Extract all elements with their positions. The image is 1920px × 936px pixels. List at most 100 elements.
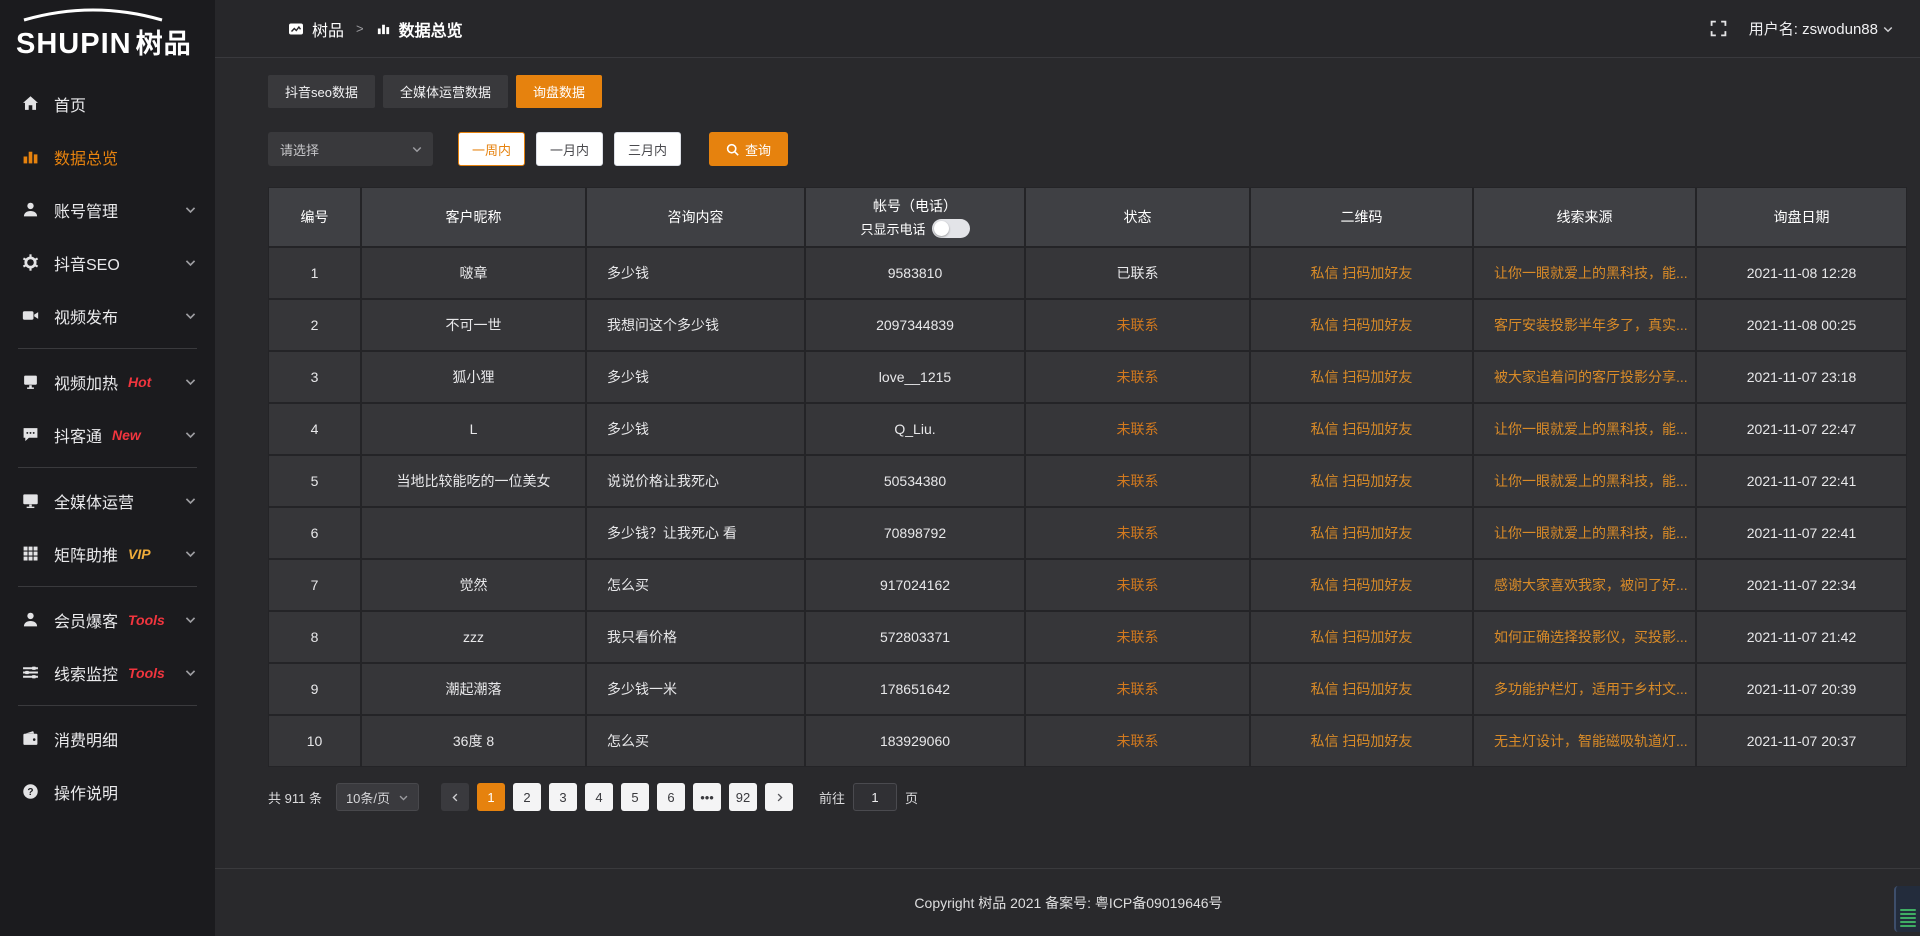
col-header-no: 编号	[269, 188, 360, 246]
prev-page-button[interactable]	[441, 783, 470, 811]
cell-source[interactable]: 让你一眼就爱上的黑科技，能...	[1474, 456, 1695, 506]
page-button[interactable]: 92	[729, 783, 758, 811]
sidebar-item-account-manage[interactable]: 账号管理	[0, 183, 215, 236]
cell-qr-links[interactable]: 私信 扫码加好友	[1251, 508, 1472, 558]
cell-status: 未联系	[1026, 612, 1249, 662]
cell-account: 572803371	[806, 612, 1024, 662]
sidebar-item-matrix-boost[interactable]: 矩阵助推 VIP	[0, 527, 215, 580]
cell-qr-links[interactable]: 私信 扫码加好友	[1251, 560, 1472, 610]
cell-content: 多少钱一米	[587, 664, 804, 714]
cell-nickname: 36度 8	[362, 716, 585, 766]
member-icon	[20, 611, 40, 628]
cell-content: 多少钱	[587, 404, 804, 454]
sidebar-item-label: 视频发布	[54, 309, 119, 327]
cell-status: 未联系	[1026, 352, 1249, 402]
goto-page: 前往 页	[819, 783, 918, 811]
sidebar-item-label: 首页	[54, 97, 87, 115]
tab-button[interactable]: 询盘数据	[515, 75, 602, 108]
goto-page-input[interactable]	[853, 783, 898, 811]
cell-status: 未联系	[1026, 716, 1249, 766]
page-button[interactable]: 6	[657, 783, 686, 811]
page-button[interactable]: 3	[549, 783, 578, 811]
breadcrumb-home[interactable]: 树品	[312, 22, 345, 40]
range-button[interactable]: 三月内	[614, 132, 682, 166]
cell-date: 2021-11-08 00:25	[1697, 300, 1906, 350]
data-tabs: 抖音seo数据 全媒体运营数据 询盘数据	[268, 75, 1907, 108]
cell-qr-links[interactable]: 私信 扫码加好友	[1251, 300, 1472, 350]
query-button-label: 查询	[745, 142, 772, 158]
cell-content: 多少钱？让我死心 看	[587, 508, 804, 558]
chevron-down-icon	[184, 666, 197, 679]
next-page-button[interactable]	[765, 783, 794, 811]
cell-nickname: 啵章	[362, 248, 585, 298]
fullscreen-icon[interactable]	[1710, 20, 1727, 37]
sidebar-item-video-heat[interactable]: 视频加热 Hot	[0, 355, 215, 408]
app-logo: SHUPIN 树品	[0, 0, 215, 67]
cell-content: 多少钱	[587, 352, 804, 402]
cell-source[interactable]: 如何正确选择投影仪，买投影...	[1474, 612, 1695, 662]
cell-source[interactable]: 让你一眼就爱上的黑科技，能...	[1474, 404, 1695, 454]
main-area: 树品 > 数据总览 用户名: zswodun88 抖音seo数据 全媒体运营数据询…	[215, 0, 1920, 936]
goto-label: 前往	[819, 790, 846, 806]
sidebar-item-member-baoke[interactable]: 会员爆客 Tools	[0, 593, 215, 646]
cell-qr-links[interactable]: 私信 扫码加好友	[1251, 404, 1472, 454]
question-icon: ?	[20, 783, 40, 800]
sidebar-item-douketong[interactable]: 抖客通 New	[0, 408, 215, 461]
cell-no: 9	[269, 664, 360, 714]
cell-source[interactable]: 客厅安装投影半年多了，真实...	[1474, 300, 1695, 350]
page-button[interactable]: 2	[513, 783, 542, 811]
floating-widget[interactable]	[1894, 886, 1920, 932]
col-header-source: 线索来源	[1474, 188, 1695, 246]
phone-only-toggle[interactable]	[931, 219, 970, 238]
cell-content: 说说价格让我死心	[587, 456, 804, 506]
page-button[interactable]: 1	[477, 783, 506, 811]
filter-select[interactable]: 请选择	[268, 132, 433, 166]
cell-qr-links[interactable]: 私信 扫码加好友	[1251, 664, 1472, 714]
page-buttons: 1 2 3 4 5 6 ••• 92	[441, 783, 794, 811]
sidebar-item-media-operation[interactable]: 全媒体运营	[0, 474, 215, 527]
cell-source[interactable]: 让你一眼就爱上的黑科技，能...	[1474, 248, 1695, 298]
cell-source[interactable]: 被大家追着问的客厅投影分享...	[1474, 352, 1695, 402]
chevron-down-icon	[184, 309, 197, 322]
page-size-select[interactable]: 10条/页	[335, 783, 420, 811]
range-button[interactable]: 一月内	[536, 132, 604, 166]
screen-icon	[20, 373, 40, 390]
col-header-account-title: 帐号（电话）	[873, 198, 957, 214]
sidebar-item-consume-detail[interactable]: 消费明细	[0, 712, 215, 765]
cell-source[interactable]: 感谢大家喜欢我家，被问了好...	[1474, 560, 1695, 610]
sidebar-item-home[interactable]: 首页	[0, 77, 215, 130]
bar-chart-icon	[20, 148, 40, 165]
cell-date: 2021-11-07 21:42	[1697, 612, 1906, 662]
cell-date: 2021-11-07 20:39	[1697, 664, 1906, 714]
sidebar: SHUPIN 树品 首页 数据总览 账号管理 抖音SEO 视频发布 视频加热	[0, 0, 215, 936]
cell-source[interactable]: 无主灯设计，智能磁吸轨道灯...	[1474, 716, 1695, 766]
page-ellipsis-button[interactable]: •••	[693, 783, 722, 811]
cell-account: 2097344839	[806, 300, 1024, 350]
cell-source[interactable]: 让你一眼就爱上的黑科技，能...	[1474, 508, 1695, 558]
page-button[interactable]: 4	[585, 783, 614, 811]
sidebar-item-label: 操作说明	[54, 785, 119, 803]
range-button[interactable]: 一周内	[458, 132, 526, 166]
sidebar-item-operation-guide[interactable]: ? 操作说明	[0, 765, 215, 818]
cell-qr-links[interactable]: 私信 扫码加好友	[1251, 352, 1472, 402]
gear-icon	[20, 254, 40, 271]
chevron-down-icon	[1883, 26, 1893, 32]
tab-button[interactable]: 全媒体运营数据	[382, 75, 508, 108]
cell-qr-links[interactable]: 私信 扫码加好友	[1251, 612, 1472, 662]
cell-date: 2021-11-07 22:41	[1697, 456, 1906, 506]
query-button[interactable]: 查询	[709, 132, 789, 166]
col-header-content: 咨询内容	[587, 188, 804, 246]
logo-text-en: SHUPIN	[16, 28, 132, 60]
tab-button[interactable]: 抖音seo数据	[268, 75, 375, 108]
sidebar-item-data-overview[interactable]: 数据总览	[0, 130, 215, 183]
cell-qr-links[interactable]: 私信 扫码加好友	[1251, 248, 1472, 298]
page-button[interactable]: 5	[621, 783, 650, 811]
sidebar-item-video-publish[interactable]: 视频发布	[0, 289, 215, 342]
cell-source[interactable]: 多功能护栏灯，适用于乡村文...	[1474, 664, 1695, 714]
cell-qr-links[interactable]: 私信 扫码加好友	[1251, 456, 1472, 506]
cell-qr-links[interactable]: 私信 扫码加好友	[1251, 716, 1472, 766]
chevron-down-icon	[184, 494, 197, 507]
user-menu[interactable]: 用户名: zswodun88	[1749, 18, 1894, 39]
sidebar-item-clue-monitor[interactable]: 线索监控 Tools	[0, 646, 215, 699]
sidebar-item-douyin-seo[interactable]: 抖音SEO	[0, 236, 215, 289]
